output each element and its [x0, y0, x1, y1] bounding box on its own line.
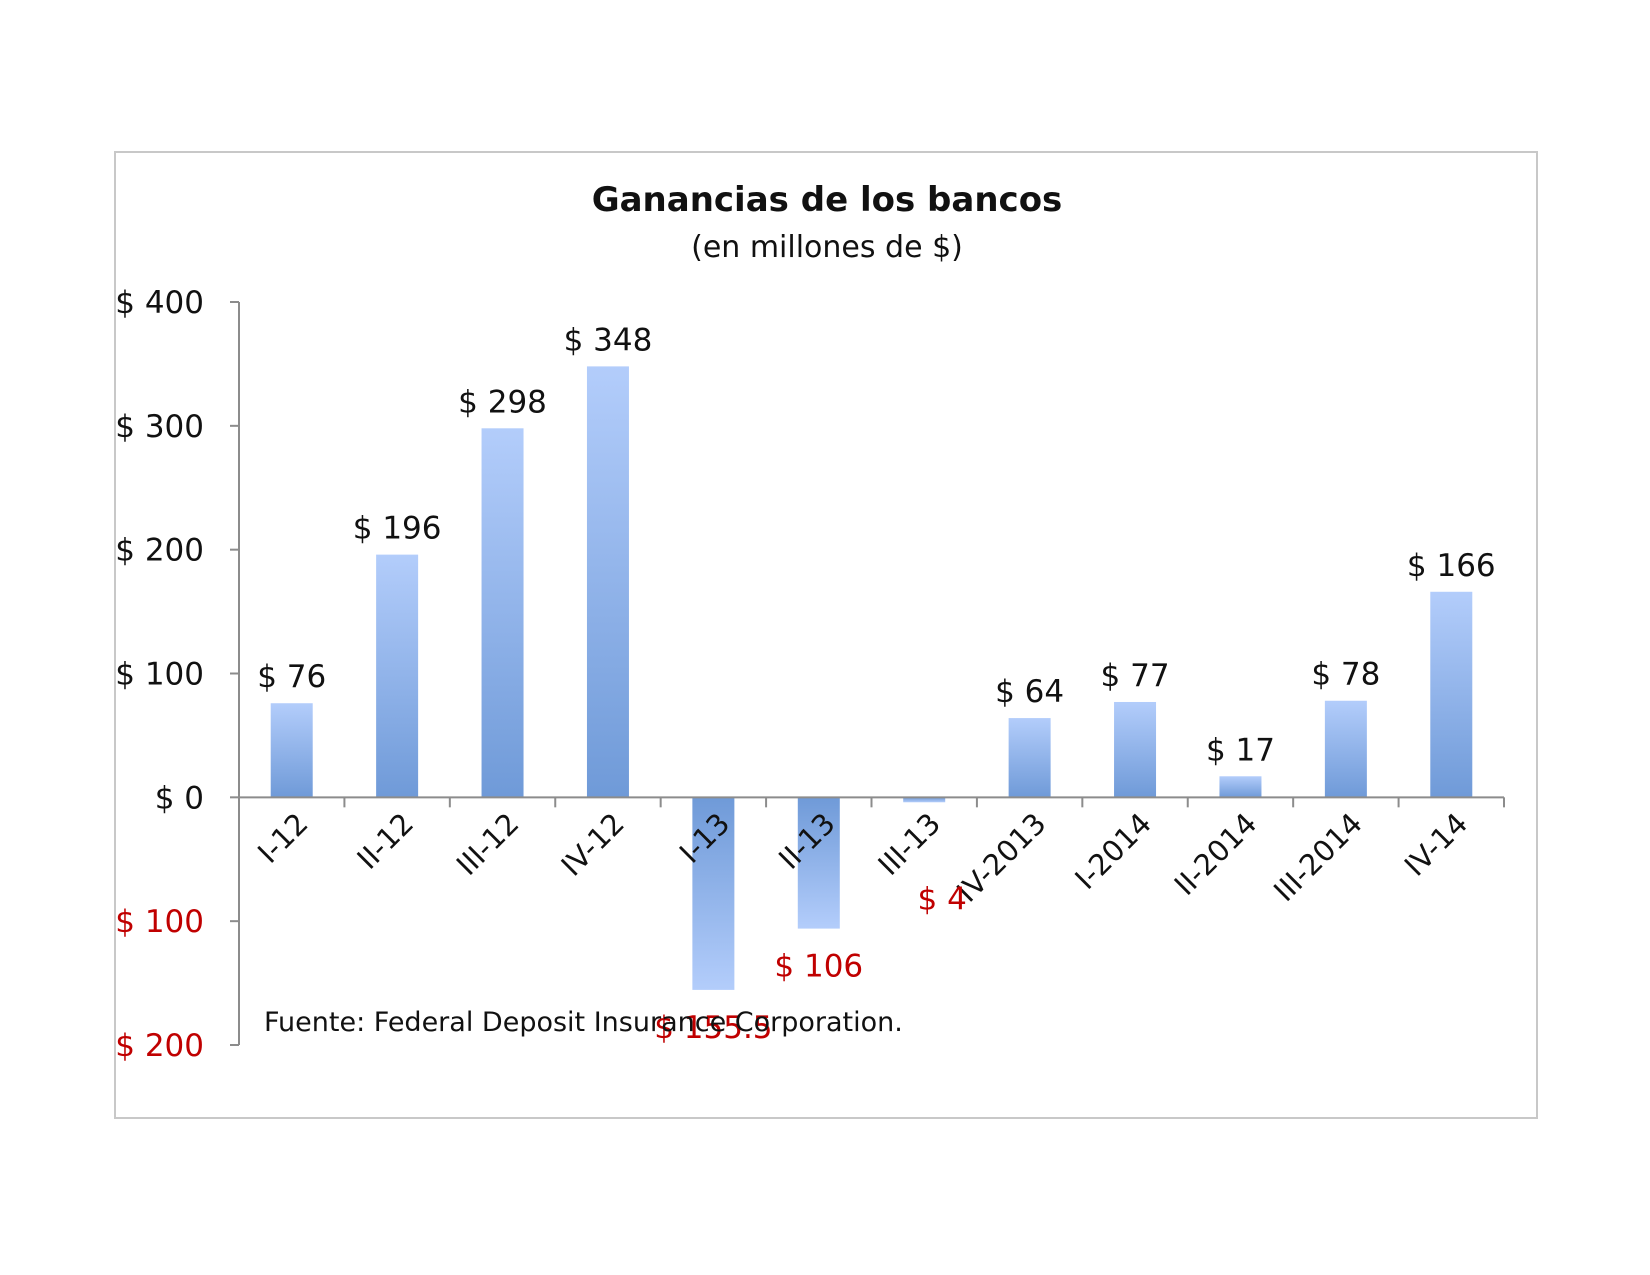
data-label: $ 298	[458, 384, 547, 420]
bar	[797, 797, 840, 929]
bar	[903, 797, 946, 803]
data-label: $ 196	[353, 511, 442, 547]
bar	[270, 703, 313, 798]
bars	[270, 366, 1473, 990]
data-label: $ 76	[257, 659, 326, 695]
bar	[376, 554, 419, 798]
chart-title: Ganancias de los bancos	[592, 180, 1063, 220]
bar	[1430, 591, 1473, 798]
data-label: $ 155.5	[654, 1010, 772, 1046]
bar	[1324, 700, 1367, 798]
bar-chart: Ganancias de los bancos (en millones de …	[116, 180, 1505, 1064]
chart-subtitle: (en millones de $)	[691, 230, 963, 265]
bar	[1219, 776, 1262, 798]
y-tick-label: $ 400	[116, 285, 204, 321]
y-tick-label: $ 300	[116, 409, 204, 445]
x-axis: I-12 II-12 III-12 IV-12 I-13 II-13 III-13 IV-20…	[238, 796, 1505, 909]
data-label: $ 4	[918, 881, 967, 917]
x-tick-label: IV-14	[1398, 806, 1474, 882]
x-tick-label: III-13	[871, 806, 947, 882]
chart-frame: Ganancias de los bancos (en millones de …	[114, 151, 1538, 1119]
y-tick-label: $ 200	[116, 1028, 204, 1064]
x-tick-label: IV-12	[554, 806, 630, 882]
source-note: Fuente: Federal Deposit Insurance Corpor…	[264, 1007, 903, 1038]
data-label: $ 17	[1206, 732, 1275, 768]
bar	[481, 428, 524, 798]
data-label: $ 166	[1407, 548, 1496, 584]
data-label: $ 64	[995, 674, 1064, 710]
data-label: $ 348	[564, 322, 653, 358]
y-tick-label: $ 100	[116, 904, 204, 940]
bar	[1008, 718, 1051, 798]
bar	[692, 797, 735, 990]
y-tick-label: $ 200	[116, 533, 204, 569]
data-label: $ 77	[1101, 658, 1170, 694]
y-axis: $ 400 $ 300 $ 200 $ 100 $ 0 $ 100 $ 200	[116, 285, 240, 1064]
bar	[586, 366, 629, 798]
y-tick-label: $ 0	[155, 780, 204, 816]
x-tick-label: I-12	[251, 806, 315, 870]
x-tick-label: III-2014	[1267, 806, 1369, 908]
data-labels: $ 76 $ 196 $ 298 $ 348 $ 155.5$ 106 $ 4 $ 64 $ …	[257, 322, 1495, 1046]
data-label: $ 78	[1311, 657, 1380, 693]
data-label: $ 106	[774, 949, 863, 985]
x-tick-label: III-12	[450, 806, 526, 882]
x-tick-label: I-2014	[1068, 806, 1158, 896]
x-tick-label: II-2014	[1168, 806, 1264, 902]
y-tick-label: $ 100	[116, 657, 204, 693]
bar	[1114, 701, 1157, 798]
x-tick-label: II-12	[350, 806, 420, 876]
